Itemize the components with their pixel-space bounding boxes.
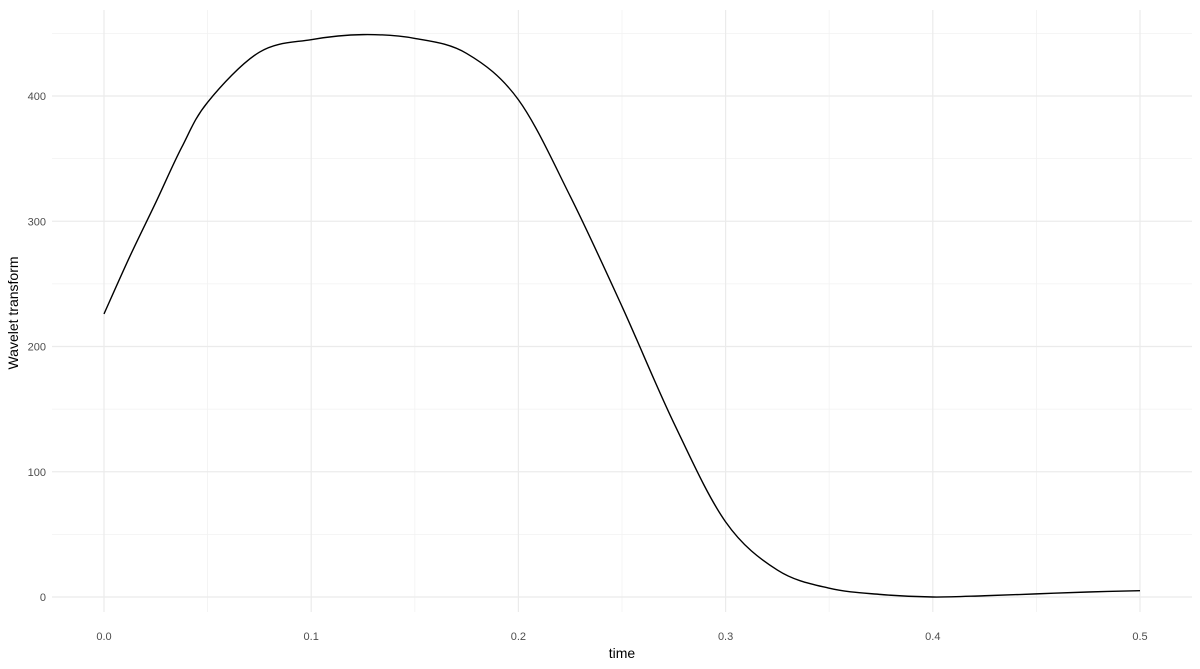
x-axis-title: time [609, 645, 636, 661]
y-tick-label: 400 [28, 91, 46, 103]
x-tick-label: 0.0 [96, 631, 111, 643]
y-tick-label: 100 [28, 467, 46, 479]
grid [52, 10, 1192, 612]
x-tick-label: 0.2 [511, 631, 526, 643]
y-tick-label: 200 [28, 342, 46, 354]
tick-labels: 0.0 0.1 0.2 0.3 0.4 0.5 0 100 200 300 40… [28, 91, 1148, 643]
series-line [103, 33, 1141, 598]
y-axis-title: Wavelet transform [5, 256, 21, 369]
y-tick-label: 300 [28, 216, 46, 228]
x-tick-label: 0.3 [718, 631, 733, 643]
x-tick-label: 0.5 [1132, 631, 1147, 643]
y-tick-label: 0 [40, 592, 46, 604]
x-tick-label: 0.4 [925, 631, 940, 643]
x-tick-label: 0.1 [304, 631, 319, 643]
